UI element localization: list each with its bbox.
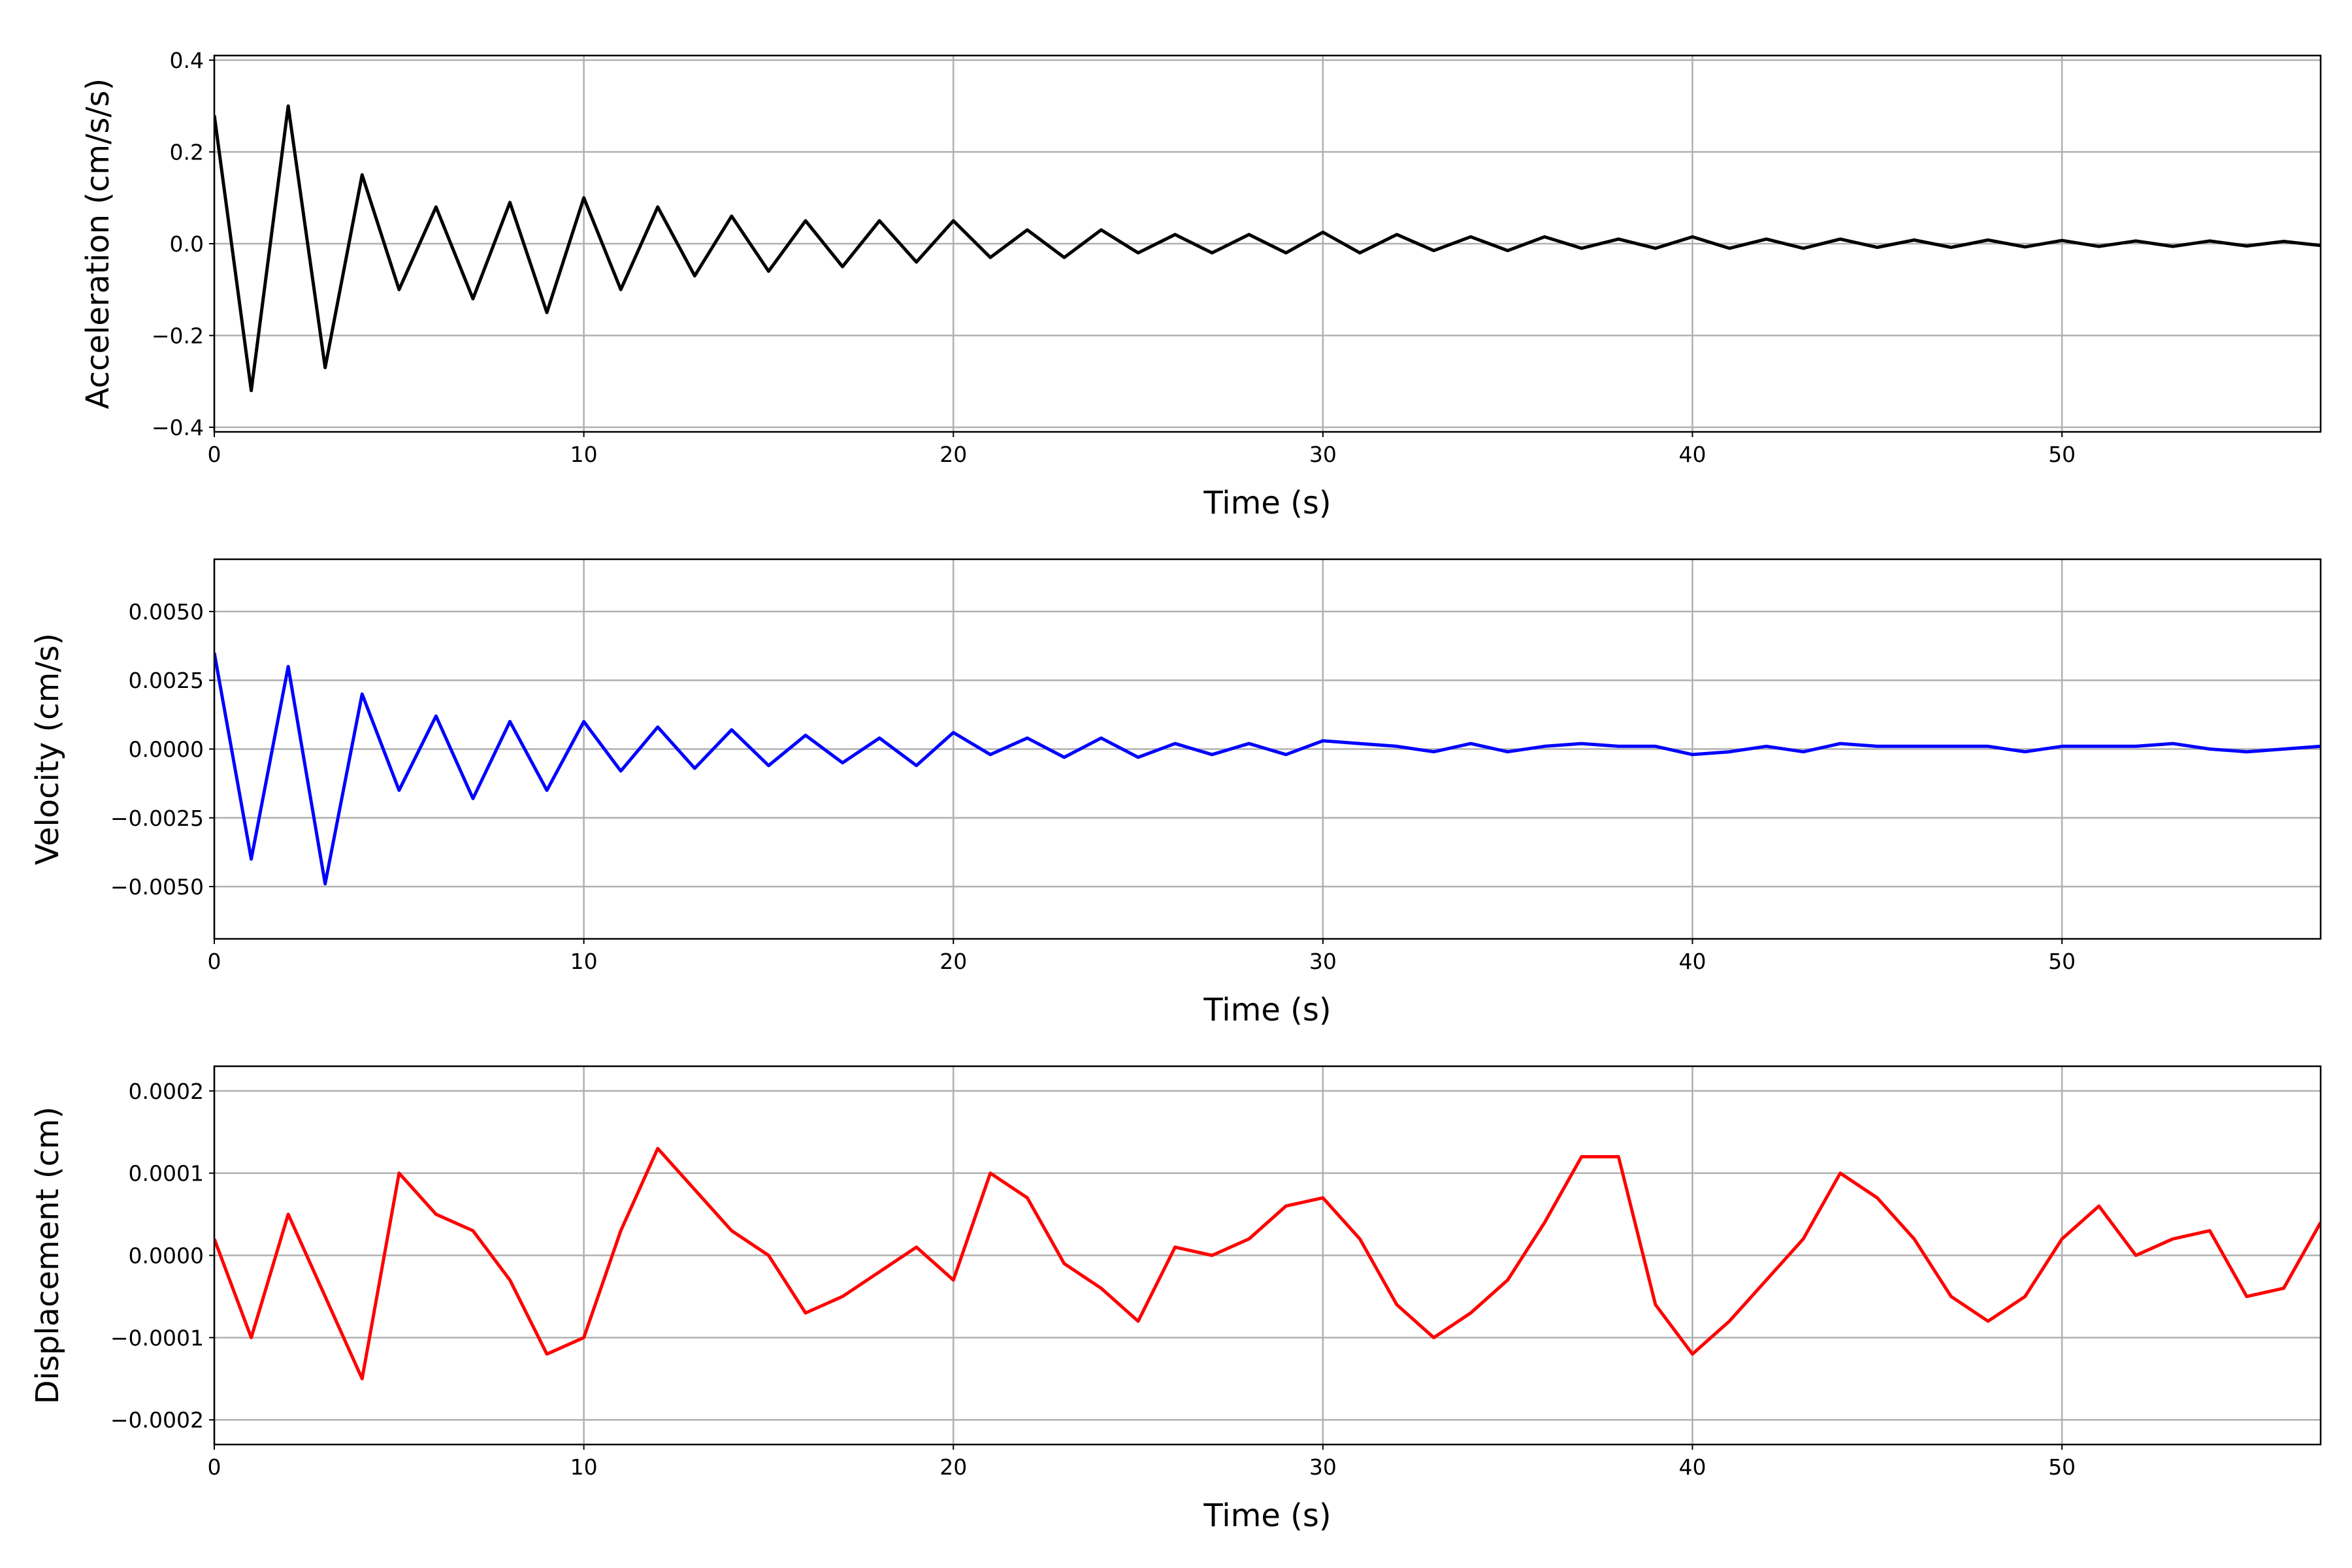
y-tick-label: 0.0002 bbox=[129, 1079, 204, 1104]
y-axis-label: Velocity (cm/s) bbox=[29, 633, 66, 865]
x-tick-label: 50 bbox=[2048, 949, 2076, 974]
y-tick-label: −0.0025 bbox=[110, 806, 204, 831]
y-tick-label: 0.0000 bbox=[129, 1243, 204, 1269]
y-tick-label: 0.0050 bbox=[129, 599, 204, 625]
y-tick-label: −0.0001 bbox=[110, 1325, 204, 1350]
plot-frame bbox=[213, 558, 2322, 940]
x-axis-label: Time (s) bbox=[1203, 1497, 1331, 1534]
y-tick-label: −0.2 bbox=[152, 323, 204, 348]
x-tick-label: 10 bbox=[570, 949, 598, 974]
x-tick-label: 20 bbox=[939, 1454, 967, 1480]
x-tick-label: 0 bbox=[208, 442, 221, 467]
x-axis-label: Time (s) bbox=[1203, 485, 1331, 521]
data-line bbox=[214, 1147, 2321, 1380]
plot-frame bbox=[213, 1065, 2322, 1446]
y-tick-label: 0.0000 bbox=[129, 737, 204, 762]
y-axis-label: Displacement (cm) bbox=[29, 1107, 66, 1405]
y-tick-label: 0.0025 bbox=[129, 668, 204, 693]
y-axis-label: Acceleration (cm/s/s) bbox=[80, 78, 116, 409]
x-tick-label: 50 bbox=[2048, 1454, 2076, 1480]
x-tick-label: 50 bbox=[2048, 442, 2076, 467]
x-tick-label: 20 bbox=[939, 442, 967, 467]
y-tick-label: −0.0002 bbox=[110, 1407, 204, 1433]
x-tick-label: 0 bbox=[208, 949, 221, 974]
x-tick-label: 10 bbox=[570, 442, 598, 467]
y-tick-label: 0.4 bbox=[170, 48, 204, 73]
data-line bbox=[214, 104, 2321, 393]
x-tick-label: 10 bbox=[570, 1454, 598, 1480]
y-tick-label: 0.0 bbox=[170, 231, 204, 257]
x-tick-label: 0 bbox=[208, 1454, 221, 1480]
x-tick-label: 40 bbox=[1678, 442, 1706, 467]
data-line bbox=[214, 652, 2321, 886]
x-axis-label: Time (s) bbox=[1203, 992, 1331, 1028]
x-tick-label: 40 bbox=[1678, 1454, 1706, 1480]
y-tick-label: −0.4 bbox=[152, 415, 204, 440]
x-tick-label: 40 bbox=[1678, 949, 1706, 974]
y-tick-label: 0.2 bbox=[170, 140, 204, 165]
x-tick-label: 20 bbox=[939, 949, 967, 974]
x-tick-label: 30 bbox=[1309, 949, 1337, 974]
y-tick-label: −0.0050 bbox=[110, 874, 204, 900]
plot-frame bbox=[213, 54, 2322, 433]
x-tick-label: 30 bbox=[1309, 1454, 1337, 1480]
y-tick-label: 0.0001 bbox=[129, 1161, 204, 1186]
x-tick-label: 30 bbox=[1309, 442, 1337, 467]
